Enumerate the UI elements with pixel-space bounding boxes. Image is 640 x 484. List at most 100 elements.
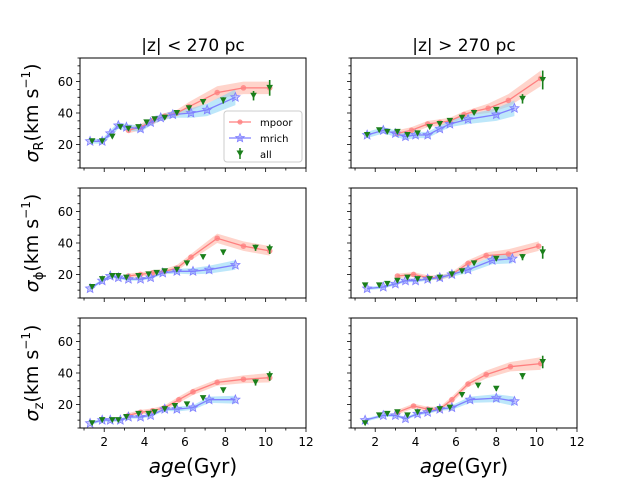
y-tick-label: 20 [58, 398, 73, 412]
mrich-point [229, 259, 241, 270]
x-tick-label: 8 [221, 435, 229, 449]
all-marker [171, 403, 179, 409]
all-marker [266, 373, 273, 380]
all-marker [108, 133, 116, 140]
all-point [161, 114, 169, 121]
all-point [470, 110, 478, 116]
mpoor-error-band [128, 233, 270, 279]
x-tick-label: 2 [371, 435, 379, 449]
all-marker [88, 420, 96, 427]
all-point [519, 373, 526, 380]
all-marker [436, 406, 444, 413]
legend-label-all: all [260, 150, 272, 161]
mpoor-point [240, 85, 247, 91]
all-point [266, 80, 273, 96]
all-point [519, 94, 526, 104]
all-point [108, 417, 116, 424]
mpoor-point [535, 243, 542, 249]
ylabel-symbol: σ [21, 279, 43, 292]
panel-bottom-right: 2 4 6 8 10 12 [347, 317, 585, 449]
mrich-line [90, 96, 236, 142]
x-tick-label: 2 [100, 435, 108, 449]
all-marker [384, 280, 391, 287]
all-point [145, 410, 152, 417]
all-marker [414, 409, 421, 416]
all-marker [151, 409, 158, 416]
series-all [88, 371, 273, 427]
mrich-point [203, 263, 215, 275]
all-point [470, 260, 478, 267]
star-marker-icon [234, 132, 246, 143]
y-tick-label: 40 [58, 367, 73, 381]
all-marker [361, 282, 369, 289]
all-marker [519, 254, 526, 261]
svg-text:σR(km s−1): σR(km s−1) [19, 63, 47, 162]
mrich-point [462, 113, 474, 125]
all-point [384, 280, 391, 287]
all-point [135, 410, 142, 417]
all-point [492, 385, 500, 392]
all-point [539, 355, 546, 369]
all-marker [88, 284, 96, 290]
mrich-point [203, 393, 215, 405]
all-point [446, 117, 454, 124]
all-point [145, 271, 152, 278]
all-marker [153, 269, 160, 276]
all-marker [115, 273, 122, 279]
all-marker [404, 274, 411, 281]
mpoor-point [240, 243, 247, 249]
ylabel-subscript: z [32, 402, 47, 409]
all-point [250, 91, 257, 101]
x-tick-label: 12 [569, 435, 584, 449]
all-marker [375, 282, 383, 289]
all-point [161, 406, 169, 413]
legend-entry-mrich: mrich [229, 132, 288, 145]
ylabel-close: ) [21, 194, 43, 201]
x-tick-label: 4 [412, 435, 420, 449]
series-all [361, 246, 546, 289]
series-all [363, 70, 546, 138]
all-marker [458, 392, 466, 398]
all-point [125, 125, 132, 132]
panel-bottom-left: 20 40 60 2 4 6 8 10 12 [58, 317, 314, 449]
all-marker [161, 268, 169, 275]
mpoor-point [507, 363, 514, 370]
all-marker [414, 130, 421, 137]
all-point [185, 105, 193, 112]
all-marker [199, 395, 207, 402]
all-marker [436, 274, 444, 281]
all-point [363, 132, 371, 138]
all-point [252, 379, 259, 386]
all-point [151, 116, 158, 123]
mrich-point [508, 395, 521, 407]
mpoor-point [214, 235, 221, 242]
all-marker [145, 271, 152, 278]
mrich-error-band [367, 100, 515, 140]
all-marker [394, 128, 401, 135]
mrich-point [171, 403, 183, 414]
all-point [361, 282, 369, 289]
all-marker [115, 417, 122, 424]
panel-top-left: 20 40 60 [58, 57, 307, 172]
all-point [108, 273, 116, 279]
all-marker [125, 125, 132, 132]
ylabel-superscript: −1 [19, 332, 33, 350]
all-marker [404, 412, 411, 419]
all-marker [426, 276, 433, 283]
all-point [183, 260, 191, 267]
all-point [384, 410, 391, 417]
x-tick-label: 10 [529, 435, 544, 449]
triangle-down-marker-icon [236, 150, 244, 157]
mrich-point [506, 252, 518, 264]
all-point [88, 284, 96, 290]
all-marker [470, 110, 478, 116]
all-marker [539, 249, 546, 256]
all-marker [361, 420, 369, 427]
all-point [426, 276, 433, 283]
ylabel-close: ) [21, 63, 43, 70]
mrich-point [145, 271, 157, 283]
mrich-point [187, 265, 199, 277]
series-mrich [84, 259, 241, 294]
all-marker [173, 110, 181, 116]
